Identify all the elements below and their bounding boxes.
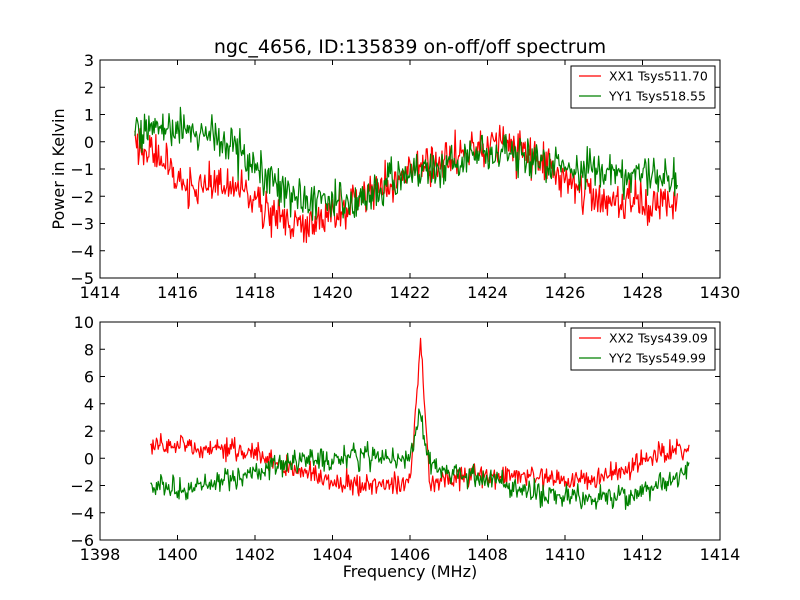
y-tick-label: 0 (84, 449, 94, 468)
chart-title: ngc_4656, ID:135839 on-off/off spectrum (214, 36, 606, 58)
x-tick-label: 1418 (235, 283, 276, 302)
y-tick-label: −6 (70, 531, 94, 550)
y-tick-label: −4 (70, 504, 94, 523)
y-tick-label: −2 (70, 477, 94, 496)
legend-label-xx1: XX1 Tsys511.70 (609, 69, 708, 84)
x-tick-label: 1428 (622, 283, 663, 302)
series-group (134, 106, 678, 244)
x-tick-label: 1426 (545, 283, 586, 302)
x-tick-label: 1406 (390, 545, 431, 564)
x-tick-label: 1400 (157, 545, 198, 564)
y-tick-label: 0 (84, 133, 94, 152)
y-tick-label: 2 (84, 78, 94, 97)
top-panel: ngc_4656, ID:135839 on-off/off spectrum … (49, 36, 740, 302)
series-line (134, 124, 678, 244)
legend-label-xx2: XX2 Tsys439.09 (609, 331, 708, 346)
legend-label-yy2: YY2 Tsys549.99 (608, 351, 706, 366)
legend: XX2 Tsys439.09 YY2 Tsys549.99 (570, 327, 716, 371)
series-group (149, 337, 690, 510)
y-tick-label: −5 (70, 269, 94, 288)
y-tick-label: −4 (70, 242, 94, 261)
axis-ticks: 1398 1400 1402 1404 1406 1408 1410 1412 1414 −6 −4… (70, 313, 740, 564)
x-tick-label: 1414 (80, 283, 121, 302)
series-line (134, 106, 678, 221)
x-tick-label: 1402 (235, 545, 276, 564)
y-axis-label: Power in Kelvin (49, 108, 68, 229)
legend-box (570, 327, 716, 371)
y-tick-label: 6 (84, 368, 94, 387)
y-tick-label: −1 (70, 160, 94, 179)
x-tick-label: 1408 (467, 545, 508, 564)
series-line (150, 408, 690, 510)
x-tick-label: 1414 (700, 545, 741, 564)
legend: XX1 Tsys511.70 YY1 Tsys518.55 (570, 65, 716, 109)
y-tick-label: 8 (84, 340, 94, 359)
x-tick-label: 1424 (467, 283, 508, 302)
x-tick-label: 1410 (545, 545, 586, 564)
legend-label-yy1: YY1 Tsys518.55 (608, 89, 706, 104)
y-tick-label: −3 (70, 215, 94, 234)
x-tick-label: 1420 (312, 283, 353, 302)
x-tick-label: 1416 (157, 283, 198, 302)
bottom-panel: Frequency (MHz) 1398 1400 1402 1404 1406 1408… (70, 313, 740, 581)
x-tick-label: 1404 (312, 545, 353, 564)
y-tick-label: 4 (84, 395, 94, 414)
x-tick-label: 1412 (622, 545, 663, 564)
x-tick-label: 1422 (390, 283, 431, 302)
y-tick-label: 3 (84, 51, 94, 70)
y-tick-label: 10 (74, 313, 94, 332)
y-tick-label: −2 (70, 187, 94, 206)
x-tick-label: 1398 (80, 545, 121, 564)
axis-ticks: 1414 1416 1418 1420 1422 1424 1426 1428 1430 −5 −4… (70, 51, 740, 302)
series-line (149, 337, 690, 497)
x-axis-label: Frequency (MHz) (343, 562, 477, 581)
y-tick-label: 2 (84, 422, 94, 441)
x-tick-label: 1430 (700, 283, 741, 302)
y-tick-label: 1 (84, 106, 94, 125)
legend-box (570, 65, 716, 109)
